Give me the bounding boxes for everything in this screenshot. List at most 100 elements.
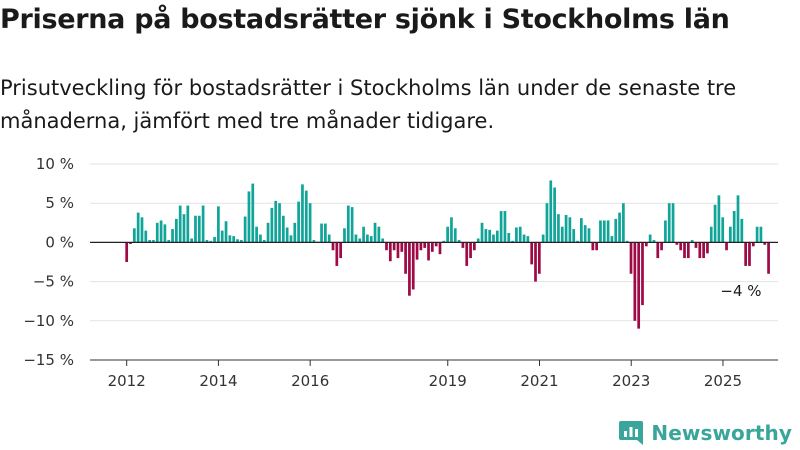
bar [591,242,595,251]
newsworthy-logo[interactable]: Newsworthy [617,418,792,448]
bar [518,226,522,243]
bar [492,234,495,243]
bar [438,242,442,255]
bar [671,203,675,243]
bar [763,242,767,245]
bar [419,242,423,251]
bar [709,226,713,243]
bar [358,238,362,243]
bar [209,240,213,243]
bar [557,214,560,243]
bar [220,230,224,243]
bar [656,242,660,259]
bar [660,242,663,251]
bar [392,242,396,251]
bar [388,242,392,262]
bar [702,242,705,259]
bar [664,220,667,243]
bar [744,242,748,266]
bar [335,242,339,266]
bar [228,235,232,243]
bar [713,204,717,243]
bar [278,203,281,243]
bar [132,228,136,243]
bar [125,242,129,262]
axes [90,241,778,366]
bar [213,236,216,243]
x-tick-label: 2021 [520,372,558,390]
bar [748,242,751,266]
bar [530,242,534,265]
bar [736,195,740,243]
chart-subtitle: Prisutveckling för bostadsrätter i Stock… [0,76,737,133]
bar [568,217,572,243]
bar [304,190,308,243]
bar [259,234,262,243]
bar-chart: 10 % 5 % 0 % −5 % −10 % −15 % 2012 2014 2016 2019… [23,155,778,390]
bar [129,242,132,244]
x-tick-label: 2023 [612,372,650,390]
bar [610,236,614,243]
bar [175,218,178,243]
bar [648,234,652,243]
bar [408,242,411,296]
bar [281,215,285,243]
annotation-label: −4 % [720,282,761,300]
bar [541,234,545,243]
bar [247,191,251,243]
bar [354,234,358,243]
bar [755,226,759,243]
bar [377,226,381,243]
bar [312,240,316,243]
bar [732,211,736,243]
bar [343,228,346,243]
bar [652,240,656,243]
bar [706,242,709,254]
bars [125,180,770,329]
bar [522,234,526,243]
chart-title: Priserna på bostadsrätter sjönk i Stockh… [0,4,730,35]
bar [178,205,182,243]
bar [694,242,698,248]
bar [339,242,343,259]
bar [346,205,350,243]
bar [675,242,679,245]
bar [644,242,648,247]
x-tick-label: 2014 [199,372,237,390]
bar [740,218,744,243]
bar [366,234,369,243]
bar [526,236,530,243]
bar [633,242,637,321]
bar [469,242,472,259]
bar [301,184,304,243]
bar [289,235,293,243]
bar [190,238,193,243]
bar [155,222,159,243]
bar [759,226,763,243]
bar [148,240,151,243]
bar [503,211,507,243]
bar [197,215,201,243]
bar [595,242,598,251]
bar [224,221,228,243]
bar [327,234,331,243]
bar [534,242,537,282]
bar [140,217,144,243]
bar [385,242,388,251]
bar [404,242,407,274]
bar [679,242,683,251]
bar [602,220,606,243]
bar [549,180,553,243]
bar [606,220,610,243]
bar [362,226,365,243]
bar [201,205,205,243]
bar [476,238,480,243]
bar [194,215,197,243]
bar [629,242,633,274]
bar [767,242,770,274]
bar [381,238,385,243]
bar [182,214,186,243]
bar [461,242,465,248]
bar [587,228,591,243]
bar [553,187,556,243]
